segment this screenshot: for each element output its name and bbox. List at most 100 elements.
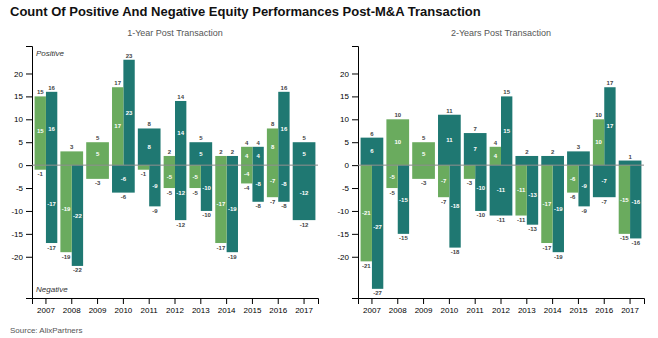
data-label: 4 [494,140,498,146]
bar [46,92,57,165]
y-tick-label: 20 [14,70,23,79]
data-label: 3 [577,144,581,150]
bar [123,60,134,165]
x-tick-mark [604,298,605,304]
data-label: -15 [399,235,408,241]
data-label: -10 [477,212,486,218]
data-label-inside: 4 [256,153,260,159]
data-label: -17 [217,245,226,251]
x-tick-label: 2013 [192,306,210,315]
bar [164,165,175,188]
x-tick: 2013 [192,298,210,315]
y-tick-mark [352,119,358,120]
bar [541,165,552,243]
data-label: 2 [231,149,235,155]
y-tick: -15 [11,230,32,239]
x-axis: 2007200820092010201120122013201420152016… [33,298,319,315]
data-labels: 66-27-27-21-211010-15-15-5-555-31111-18-… [362,80,641,296]
x-tick: 2012 [166,298,184,315]
data-label: -3 [95,180,101,186]
y-tick-mark [352,188,358,189]
x-tick: 2011 [141,298,159,315]
y-tick-label: -15 [11,230,23,239]
bar [567,165,578,192]
x-tick-mark [304,298,305,304]
data-label-inside: -17 [543,201,552,207]
x-tick-mark [252,298,253,304]
data-label-inside: -12 [176,190,185,196]
y-tick-label: 15 [340,92,349,101]
zero-line [358,165,644,166]
x-tick: 2012 [492,298,510,315]
data-label-inside: 6 [370,148,374,154]
bar [227,165,238,252]
x-tick-label: 2017 [621,306,639,315]
x-tick-label: 2015 [570,306,588,315]
y-tick: 15 [14,92,32,101]
x-tick-label: 2011 [141,306,159,315]
data-label: -5 [192,190,198,196]
bar [412,142,435,165]
data-label-inside: 17 [607,123,614,129]
y-tick-mark [352,234,358,235]
data-label: -11 [497,217,506,223]
panel: 2-Years Post Transaction-20-15-10-505101… [337,28,644,315]
data-label: 17 [114,80,121,86]
x-tick: 2010 [114,298,132,315]
y-tick-mark [26,211,32,212]
bar [189,165,200,188]
x-tick-label: 2014 [544,306,562,315]
data-label: -5 [389,190,395,196]
bar [475,165,486,211]
x-tick: 2015 [570,298,588,315]
x-tick: 2009 [89,298,107,315]
y-tick-label: 10 [14,115,23,124]
y-tick: -10 [337,207,358,216]
data-label: 15 [37,89,44,95]
bar [464,133,487,165]
x-tick-label: 2016 [595,306,613,315]
data-label-inside: 14 [177,130,184,136]
data-label-inside: 10 [394,139,401,145]
x-tick-mark [149,298,150,304]
data-label: 16 [48,85,55,91]
y-tick: 20 [340,70,358,79]
bar [541,156,564,165]
y-tick: 5 [19,138,32,147]
bar [241,165,252,183]
bar [293,165,316,220]
y-tick: -5 [16,184,32,193]
x-tick-label: 2007 [363,306,381,315]
y-tick-label: 5 [19,138,24,147]
data-label: -12 [176,222,185,228]
y-tick-label: 20 [340,70,349,79]
x-tick: 2007 [37,298,55,315]
x-tick-label: 2012 [492,306,510,315]
data-label-inside: -8 [281,181,287,187]
bar [578,165,589,206]
x-tick-mark [175,298,176,304]
y-tick-label: -5 [342,184,350,193]
x-axis: 2007200820092010201120122013201420152016… [359,298,645,315]
x-tick-label: 2013 [518,306,536,315]
data-label: -1 [38,171,44,177]
bar [278,165,289,202]
data-label: -17 [47,245,56,251]
data-label-inside: 23 [126,110,133,116]
y-tick-label: 0 [345,161,350,170]
data-label: -8 [255,203,261,209]
y-tick-label: 15 [14,92,23,101]
data-label: -17 [543,245,552,251]
x-tick-mark [278,298,279,304]
data-label: -6 [570,194,576,200]
chart-root: Count Of Positive And Negative Equity Pe… [0,0,658,338]
y-tick-label: -15 [337,230,349,239]
y-tick: 15 [340,92,358,101]
data-label: -19 [62,254,71,260]
bar [604,87,615,165]
y-tick-label: -20 [11,253,23,262]
y-tick: 5 [345,138,358,147]
x-tick: 2010 [440,298,458,315]
y-tick: -5 [342,184,358,193]
data-label: -5 [167,190,173,196]
